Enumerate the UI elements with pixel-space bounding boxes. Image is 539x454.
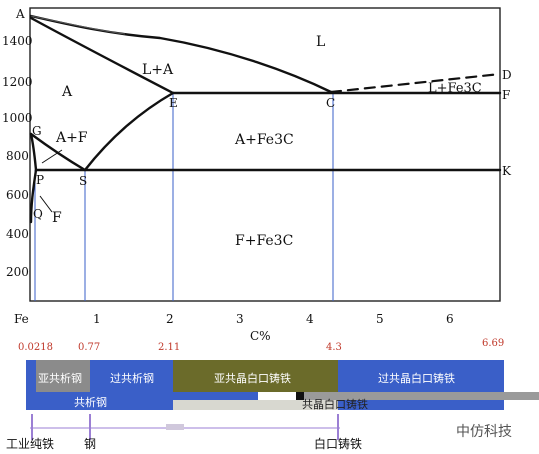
mark-0.0218: 0.0218 <box>18 342 53 353</box>
label-white-cast-iron: 白口铸铁 <box>314 436 362 451</box>
point-s: S <box>79 174 87 188</box>
acm-line-es <box>83 91 175 172</box>
point-p: P <box>36 173 44 187</box>
region-a: A <box>61 84 73 100</box>
label-eutectic-cast-iron: 共晶白口铸铁 <box>302 397 368 411</box>
point-c: C <box>326 96 335 110</box>
region-a-f: A+F <box>55 130 88 146</box>
solidus-ae <box>29 16 175 95</box>
point-e: E <box>169 96 178 110</box>
classification-bar: 亚共析钢 过共析钢 亚共晶白口铸铁 过共晶白口铸铁 共析钢 共晶白口铸铁 <box>26 360 539 411</box>
solvus-pq <box>29 168 38 224</box>
y-tick-800: 800 <box>6 149 29 163</box>
x-axis: Fe 1 2 3 4 5 6 C% <box>14 312 454 343</box>
bar-lower-strip-black <box>296 392 304 400</box>
mark-6.69: 6.69 <box>482 338 504 349</box>
point-d: D <box>502 68 512 82</box>
label-hypereutectic: 过共晶白口铸铁 <box>378 371 455 385</box>
x-tick-2: 2 <box>166 312 174 326</box>
line-gp <box>29 132 38 172</box>
region-l: L <box>316 34 325 50</box>
liquidus-cd <box>329 72 502 94</box>
label-steel: 钢 <box>84 437 96 451</box>
point-g: G <box>32 124 42 138</box>
x-tick-6: 6 <box>446 312 454 326</box>
bar-lower-strip-gray <box>304 392 539 400</box>
label-hypoeutectoid: 亚共析钢 <box>38 371 82 385</box>
region-f: F <box>52 210 62 226</box>
liquidus-ac <box>29 14 333 94</box>
y-tick-1000: 1000 <box>2 111 33 125</box>
y-axis: 1400 1200 1000 800 600 400 200 <box>2 34 33 279</box>
y-tick-1400: 1400 <box>2 34 33 48</box>
bar-lower-strip-light <box>173 400 338 410</box>
x-tick-4: 4 <box>306 312 314 326</box>
label-hypoeutectic: 亚共晶白口铸铁 <box>214 371 291 385</box>
x-tick-5: 5 <box>376 312 384 326</box>
point-labels: A G P Q S E C D F K <box>15 7 512 221</box>
point-a: A <box>15 7 25 21</box>
label-industrial-iron: 工业纯铁 <box>6 437 54 451</box>
bottom-labels: 工业纯铁 钢 白口铸铁 <box>6 436 362 451</box>
composition-marks: 0.0218 0.77 2.11 4.3 6.69 <box>18 338 504 353</box>
composition-guides <box>34 94 334 301</box>
phase-lines <box>29 14 502 224</box>
point-q: Q <box>33 207 43 221</box>
region-f-fe3c: F+Fe3C <box>235 233 293 249</box>
region-l-a: L+A <box>142 62 174 78</box>
watermark: 中仿科技 <box>456 424 512 440</box>
label-eutectoid-steel: 共析钢 <box>74 395 107 409</box>
delta-region-curve <box>30 15 126 35</box>
bar-hypereutectic <box>338 360 504 410</box>
region-labels: L L+A A A+F F L+Fe3C A+Fe3C F+Fe3C <box>52 34 482 249</box>
bottom-brackets <box>30 414 340 440</box>
y-tick-600: 600 <box>6 188 29 202</box>
bar-lower-strip-white <box>258 392 298 400</box>
y-tick-400: 400 <box>6 227 29 241</box>
x-tick-fe: Fe <box>14 312 29 326</box>
pointer-af <box>41 149 63 164</box>
x-tick-1: 1 <box>93 312 101 326</box>
x-tick-3: 3 <box>236 312 244 326</box>
bar-pure-iron <box>26 360 36 410</box>
y-tick-1200: 1200 <box>2 75 33 89</box>
bracket-marker <box>166 424 184 430</box>
plot-frame <box>29 7 501 302</box>
x-axis-label: C% <box>250 329 271 343</box>
pointer-f <box>39 195 53 213</box>
y-tick-200: 200 <box>6 265 29 279</box>
region-l-fe3c: L+Fe3C <box>428 81 482 96</box>
mark-2.11: 2.11 <box>158 342 180 353</box>
mark-0.77: 0.77 <box>78 342 100 353</box>
region-a-fe3c: A+Fe3C <box>234 132 294 148</box>
label-hypereutectoid: 过共析钢 <box>110 371 154 385</box>
point-k: K <box>502 164 512 178</box>
mark-4.3: 4.3 <box>326 342 342 353</box>
a3-line-gs <box>29 132 87 172</box>
point-f: F <box>502 88 510 102</box>
